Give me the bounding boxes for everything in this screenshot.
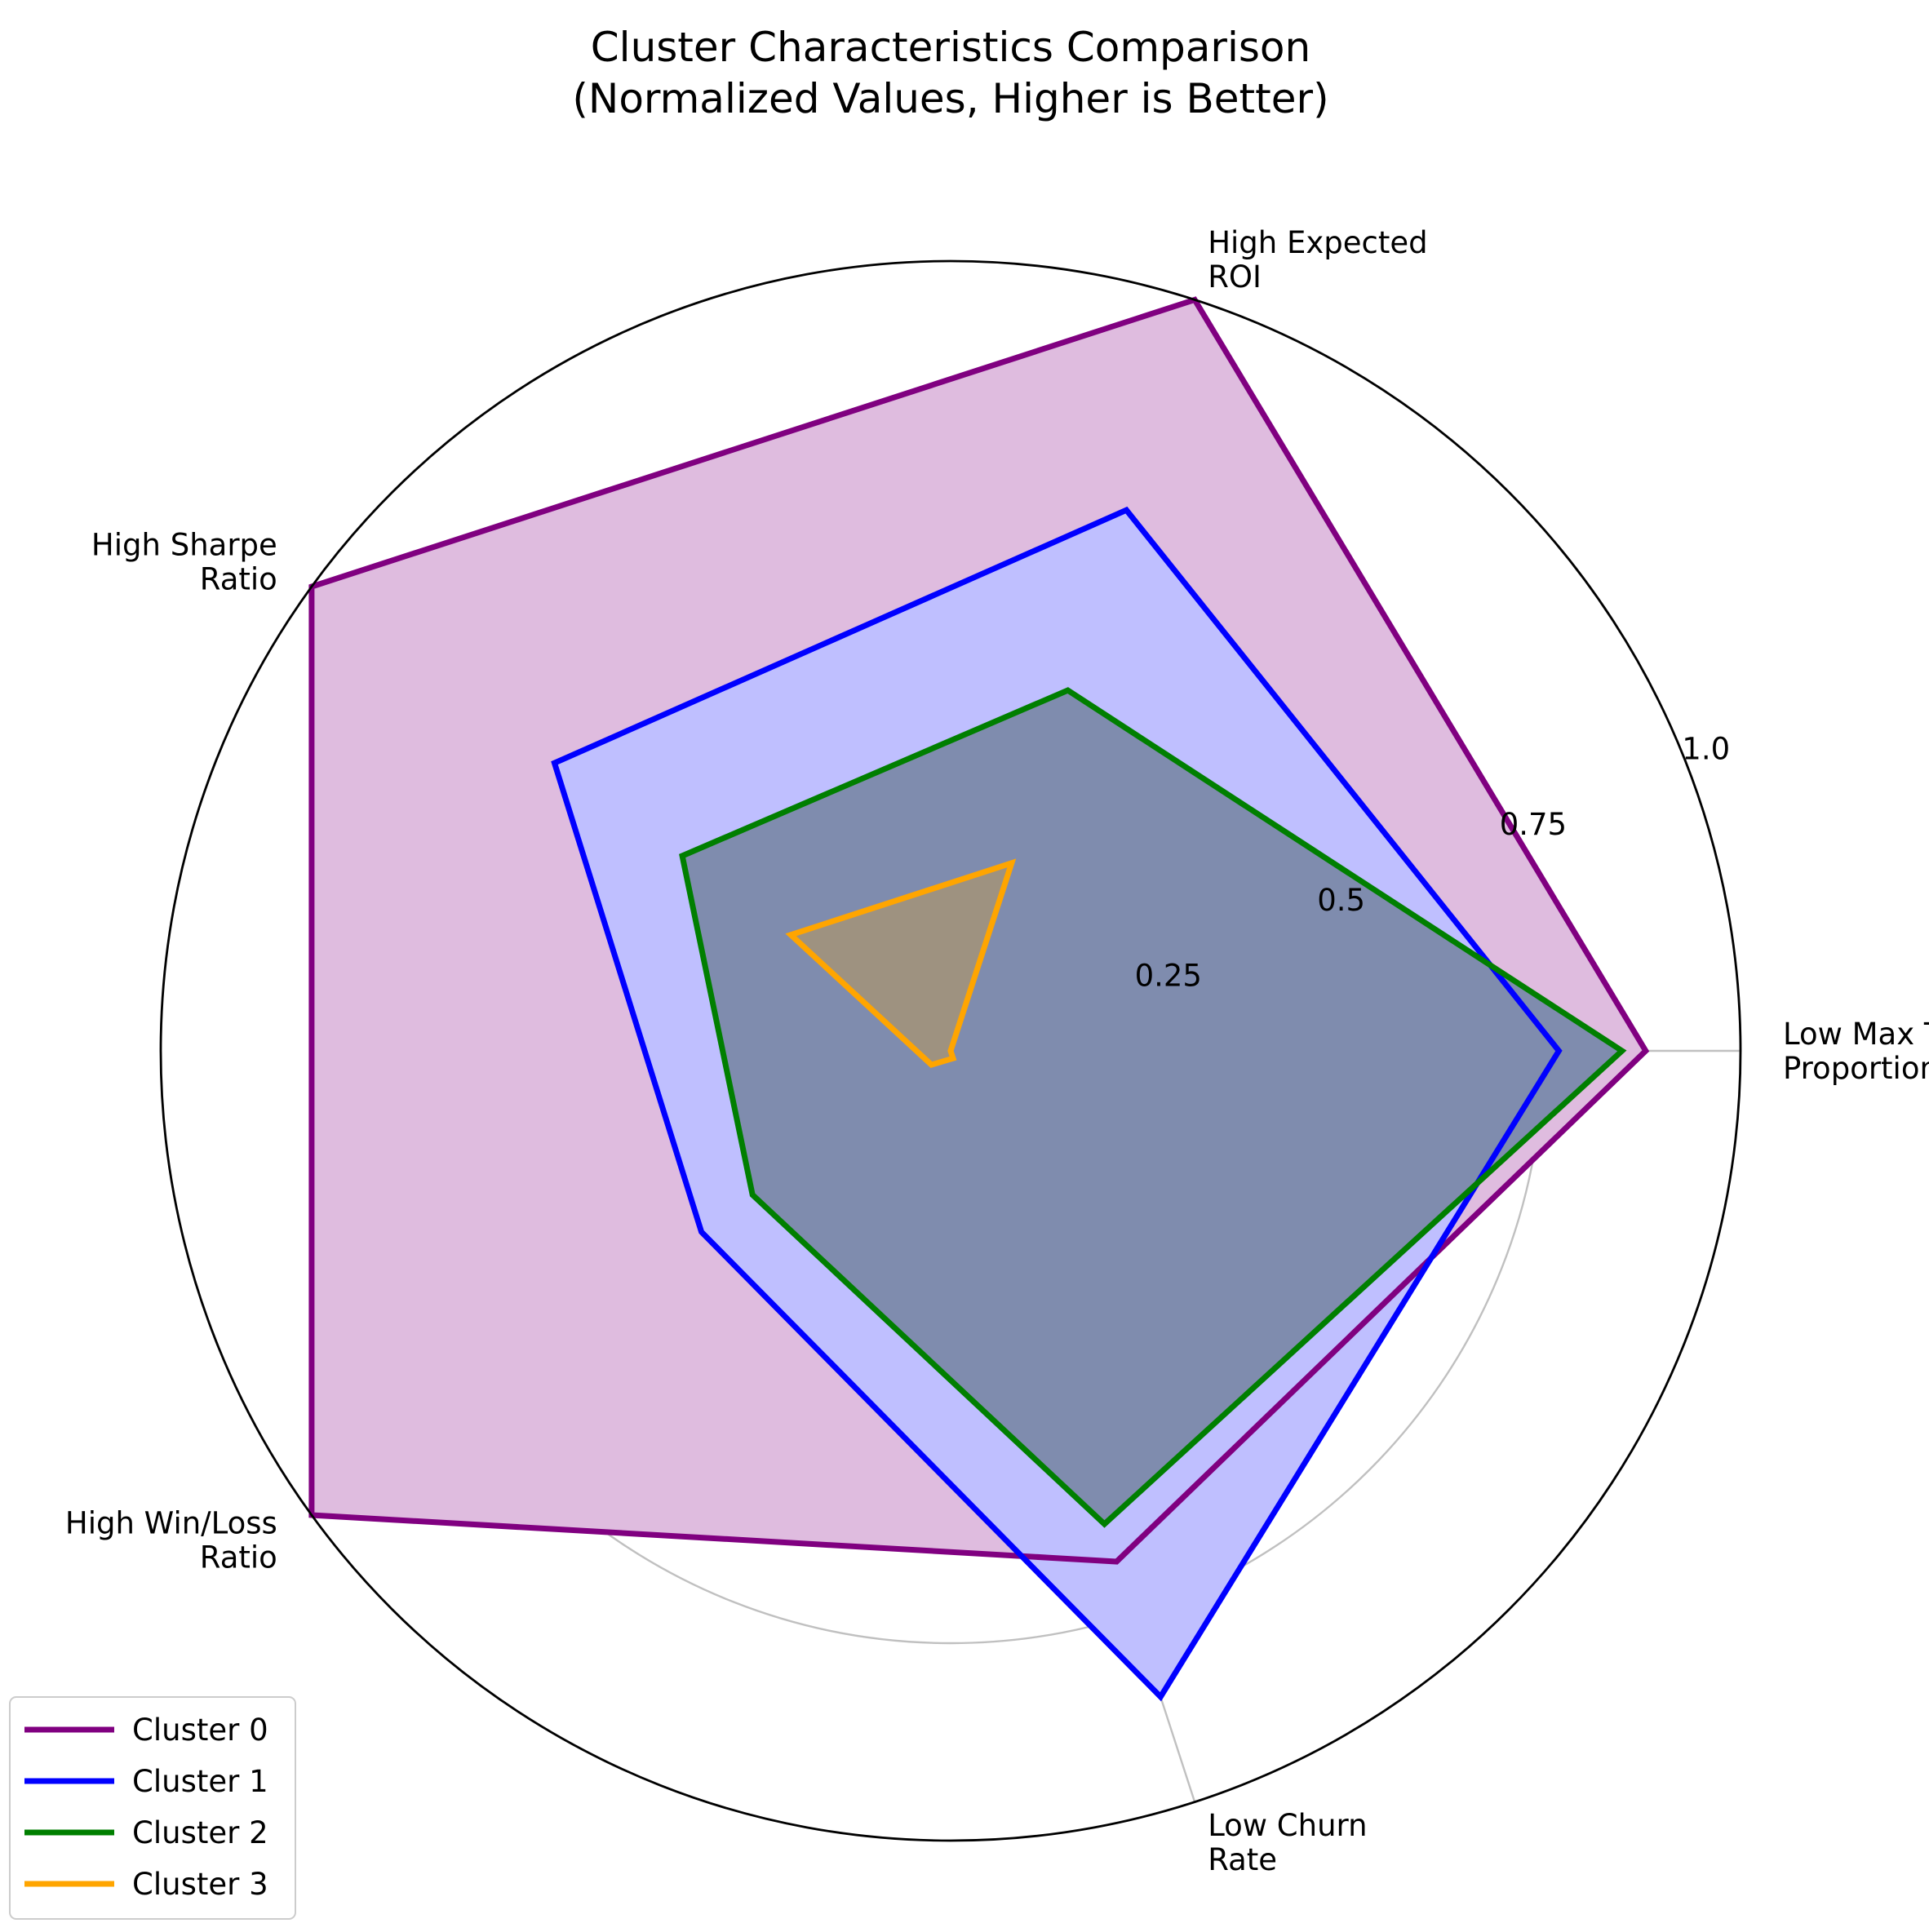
chart-title-line-2: (Normalized Values, Higher is Better) (572, 75, 1328, 122)
r-tick-label-0: 0.25 (1135, 958, 1202, 993)
legend-label-1: Cluster 1 (132, 1764, 268, 1799)
axis-label-1-line-0: High Expected (1208, 225, 1427, 260)
series-line-1 (551, 506, 1563, 1702)
r-tick-label-1: 0.5 (1317, 883, 1365, 918)
series-line-0 (308, 296, 1650, 1565)
axis-label-2-line-1: Ratio (200, 562, 277, 597)
legend-label-3: Cluster 3 (132, 1867, 268, 1902)
series-fill-3 (791, 862, 1012, 1066)
series-lines (308, 296, 1650, 1702)
axis-labels: Low Max TradeProportionHigh ExpectedROIH… (65, 225, 1929, 1877)
axis-label-1-line-1: ROI (1208, 259, 1262, 295)
r-tick-label-2: 0.75 (1500, 807, 1567, 842)
polar-frame (159, 259, 1742, 1842)
axis-label-0-line-1: Proportion (1783, 1051, 1929, 1086)
axis-label-4-line-1: Rate (1208, 1842, 1277, 1877)
legend-box (9, 1696, 296, 1920)
legend-label-0: Cluster 0 (132, 1713, 268, 1748)
legend-label-2: Cluster 2 (132, 1815, 268, 1850)
axis-label-2-line-0: High Sharpe (91, 528, 277, 563)
chart-title-line-1: Cluster Characteristics Comparison (591, 24, 1310, 71)
series-line-3 (785, 858, 1017, 1069)
outer-ring (159, 259, 1742, 1842)
axis-label-4-line-0: Low Churn (1208, 1808, 1367, 1843)
radial-tick-labels: 0.25 0.5 0.75 1.0 (1135, 732, 1731, 994)
axis-label-3-line-0: High Win/Loss (65, 1506, 277, 1541)
axis-label-0-line-0: Low Max Trade (1783, 1017, 1929, 1052)
r-tick-label-3: 1.0 (1682, 732, 1730, 767)
series-line-2 (679, 687, 1627, 1528)
legend: Cluster 0 Cluster 1 Cluster 2 Cluster 3 (9, 1696, 296, 1920)
chart-title: Cluster Characteristics Comparison (Norm… (572, 24, 1328, 122)
axis-label-3-line-1: Ratio (200, 1540, 277, 1575)
axis-label-0: Low Max TradeProportion (1783, 1017, 1929, 1086)
